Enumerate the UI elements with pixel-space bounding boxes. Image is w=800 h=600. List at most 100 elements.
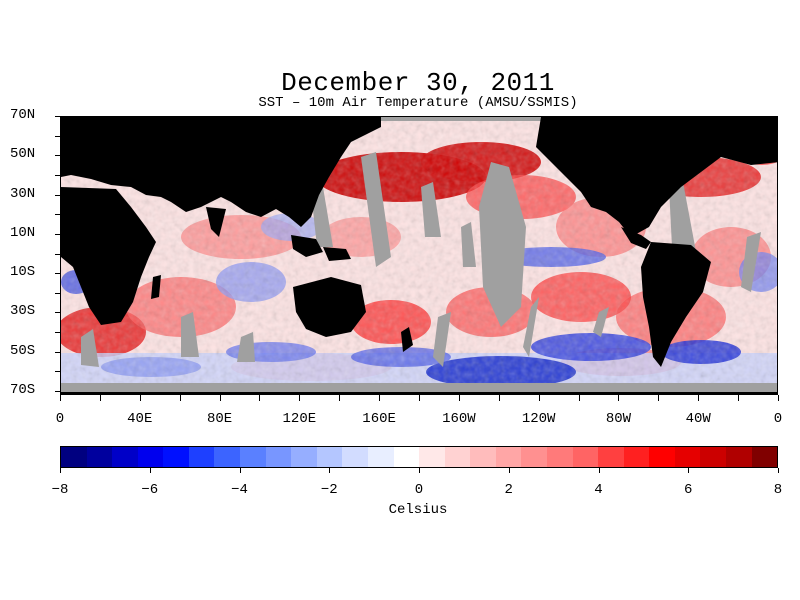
colorbar-cell [214, 447, 241, 467]
africa [61, 187, 156, 325]
longitude-label: 80E [206, 411, 233, 427]
axis-tick [778, 395, 779, 401]
axis-tick [339, 395, 341, 401]
colorbar-cell [163, 447, 189, 467]
greenland [701, 117, 777, 139]
latitude-label: 70N [10, 107, 36, 123]
colorbar-cell [137, 447, 164, 467]
axis-tick [55, 253, 60, 255]
axis-tick [179, 395, 181, 401]
axis-tick [55, 194, 60, 196]
india [206, 207, 226, 237]
antarctica-edge [61, 392, 777, 394]
axis-tick [55, 332, 60, 334]
axis-tick [55, 155, 60, 157]
axis-tick [498, 395, 500, 401]
colorbar-cell [240, 447, 266, 467]
axis-tick [738, 395, 740, 401]
colorbar-tick-label: −2 [320, 482, 338, 498]
axis-tick [99, 395, 101, 401]
longitude-label: 0 [55, 411, 65, 427]
colorbar-cell [419, 447, 445, 467]
axis-tick [55, 214, 60, 216]
latitude-label: 10S [10, 264, 36, 281]
axis-tick [55, 371, 60, 373]
colorbar-cell [623, 447, 650, 467]
longitude-label: 160E [362, 411, 396, 427]
colorbar-cell [444, 447, 471, 467]
colorbar-cell [265, 447, 292, 467]
colorbar-cell [546, 447, 573, 467]
axis-tick [239, 468, 241, 473]
axis-tick [55, 273, 60, 275]
axis-tick [688, 468, 690, 473]
colorbar-tick-label: −4 [231, 482, 248, 498]
colorbar-cell [751, 447, 777, 467]
australia [293, 277, 366, 337]
colorbar-cell [188, 447, 215, 467]
sst-map [60, 116, 778, 395]
latitude-label: 30S [10, 303, 36, 320]
axis-tick [60, 395, 61, 401]
axis-tick [55, 174, 60, 176]
eurasia [61, 117, 381, 227]
axis-tick [299, 395, 301, 401]
land-masses [61, 117, 777, 394]
colorbar-cell [61, 447, 87, 467]
se-asia-islands [291, 235, 323, 257]
colorbar-tick-label: 2 [504, 482, 513, 498]
axis-tick [55, 292, 60, 294]
latitude-label: 50N [10, 146, 36, 163]
longitude-label: 0 [773, 411, 783, 427]
sst-anomaly-field [61, 117, 777, 394]
colorbar-cell [521, 447, 547, 467]
north-america [536, 117, 777, 237]
axis-tick [458, 395, 460, 401]
longitude-label: 80W [605, 411, 632, 427]
colorbar-tick-label: 0 [414, 482, 424, 498]
map-title: December 30, 2011 [281, 68, 555, 98]
latitude-label: 50S [10, 342, 36, 359]
axis-tick [538, 395, 540, 401]
colorbar-cell [726, 447, 752, 467]
axis-tick [219, 395, 221, 401]
axis-tick [55, 391, 60, 392]
axis-tick [329, 468, 331, 473]
longitude-label: 120E [282, 411, 317, 427]
madagascar [151, 275, 161, 299]
axis-tick [508, 468, 510, 473]
latitude-label: 10N [10, 224, 36, 241]
axis-tick [698, 395, 700, 401]
colorbar-cell [700, 447, 727, 467]
central-america [621, 227, 651, 249]
axis-tick [55, 135, 60, 137]
longitude-label: 160W [442, 411, 476, 427]
axis-tick [379, 395, 381, 401]
axis-tick [578, 395, 580, 401]
latitude-label: 30N [10, 185, 36, 202]
colorbar-cell [649, 447, 675, 467]
colorbar-cell [572, 447, 599, 467]
south-america [641, 242, 711, 367]
colorbar-cell [598, 447, 624, 467]
colorbar-cell [393, 447, 420, 467]
longitude-label: 40E [127, 411, 153, 427]
axis-tick [55, 233, 60, 235]
colorbar-tick-label: 4 [594, 482, 603, 498]
axis-tick [598, 468, 600, 473]
axis-tick [55, 116, 60, 117]
axis-tick [419, 468, 420, 473]
colorbar-tick-label: −8 [51, 482, 69, 498]
axis-tick [60, 468, 61, 473]
axis-tick [149, 468, 151, 473]
longitude-label: 120W [521, 411, 556, 427]
axis-tick [139, 395, 141, 401]
axis-tick [618, 395, 620, 401]
colorbar-cell [470, 447, 496, 467]
colorbar-cell [342, 447, 368, 467]
colorbar-cell [674, 447, 701, 467]
colorbar-cell [291, 447, 317, 467]
missing-data-gaps [61, 117, 777, 394]
axis-tick [419, 395, 420, 401]
